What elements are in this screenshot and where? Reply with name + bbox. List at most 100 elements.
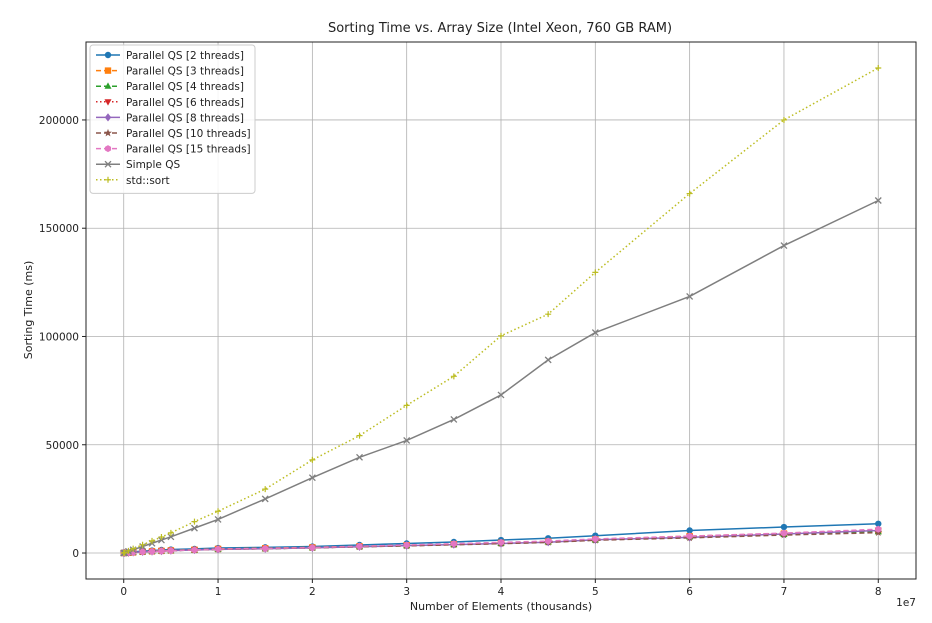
data-point bbox=[215, 508, 222, 515]
data-point bbox=[262, 486, 269, 493]
data-point bbox=[591, 329, 599, 337]
data-point bbox=[356, 453, 363, 461]
chart-title: Sorting Time vs. Array Size (Intel Xeon,… bbox=[328, 21, 672, 36]
data-point bbox=[191, 546, 198, 554]
grid-lines bbox=[86, 42, 916, 579]
data-point bbox=[874, 197, 882, 204]
data-point bbox=[875, 525, 882, 533]
data-point bbox=[191, 524, 198, 532]
data-point bbox=[148, 547, 156, 556]
legend-marker bbox=[104, 67, 112, 74]
y-tick-label: 100000 bbox=[39, 331, 79, 343]
data-point bbox=[686, 292, 694, 300]
data-point bbox=[545, 311, 552, 318]
data-point bbox=[450, 373, 457, 380]
data-point bbox=[780, 523, 788, 531]
legend-label: Parallel QS [3 threads] bbox=[126, 66, 244, 78]
data-point bbox=[167, 529, 174, 536]
legend-marker bbox=[105, 176, 111, 183]
series-lines bbox=[119, 64, 883, 558]
y-axis-label: Sorting Time (ms) bbox=[22, 261, 35, 360]
legend-label: Parallel QS [2 threads] bbox=[126, 50, 244, 62]
data-point bbox=[261, 495, 269, 503]
data-point bbox=[157, 536, 165, 544]
data-point bbox=[403, 541, 410, 549]
data-point bbox=[158, 547, 165, 555]
legend-item: Simple QS bbox=[96, 159, 180, 171]
legend-item: Parallel QS [6 threads] bbox=[96, 97, 244, 109]
x-tick-label: 5 bbox=[592, 586, 599, 598]
data-point bbox=[686, 190, 693, 197]
legend-marker bbox=[104, 128, 112, 137]
legend-marker bbox=[104, 51, 112, 59]
legend-marker bbox=[104, 82, 112, 89]
legend-item: Parallel QS [10 threads] bbox=[96, 128, 251, 140]
y-tick-label: 50000 bbox=[46, 440, 79, 452]
data-point bbox=[403, 436, 411, 444]
x-tick-label: 0 bbox=[120, 586, 127, 598]
legend-label: std::sort bbox=[126, 175, 170, 187]
data-point bbox=[214, 515, 222, 523]
y-tick-label: 200000 bbox=[39, 115, 79, 127]
x-tick-label: 2 bbox=[309, 586, 316, 598]
legend-item: std::sort bbox=[96, 175, 170, 187]
data-point bbox=[875, 520, 882, 527]
data-point bbox=[139, 541, 146, 548]
data-point bbox=[497, 391, 505, 399]
data-point bbox=[309, 544, 316, 552]
legend-label: Parallel QS [15 threads] bbox=[126, 144, 251, 156]
x-tick-label: 1 bbox=[215, 586, 222, 598]
legend-marker bbox=[104, 113, 112, 122]
data-point bbox=[191, 518, 198, 525]
y-axis-ticks: 0 50000 100000 150000 200000 bbox=[39, 115, 86, 560]
series-8 bbox=[120, 64, 882, 557]
data-point bbox=[875, 64, 882, 71]
legend: Parallel QS [2 threads] Parallel QS [3 th… bbox=[89, 44, 256, 194]
data-point bbox=[544, 356, 552, 364]
y-tick-label: 150000 bbox=[39, 223, 79, 235]
data-point bbox=[497, 538, 505, 546]
legend-label: Parallel QS [6 threads] bbox=[126, 97, 244, 109]
x-axis-label: Number of Elements (thousands) bbox=[410, 600, 592, 613]
data-point bbox=[780, 529, 787, 537]
legend-label: Parallel QS [4 threads] bbox=[126, 81, 244, 93]
legend-item: Parallel QS [3 threads] bbox=[96, 66, 244, 78]
data-point bbox=[592, 269, 599, 276]
data-point bbox=[498, 332, 504, 339]
legend-marker bbox=[104, 99, 112, 106]
data-point bbox=[450, 415, 458, 423]
data-point bbox=[356, 432, 363, 439]
data-point bbox=[545, 537, 552, 545]
x-offset-text: 1e7 bbox=[896, 597, 916, 609]
data-point bbox=[158, 533, 165, 540]
y-tick-label: 0 bbox=[72, 548, 79, 560]
data-point bbox=[130, 545, 137, 552]
data-point bbox=[167, 533, 175, 541]
data-point bbox=[125, 547, 132, 554]
x-axis-ticks: 0 1 2 3 4 5 6 7 8 bbox=[120, 579, 882, 598]
data-point bbox=[309, 456, 316, 463]
x-tick-label: 6 bbox=[686, 586, 693, 598]
data-point bbox=[780, 242, 788, 249]
data-point bbox=[121, 549, 128, 556]
data-point bbox=[403, 402, 410, 409]
data-point bbox=[450, 540, 457, 548]
legend-marker bbox=[104, 145, 112, 153]
x-tick-label: 7 bbox=[781, 586, 788, 598]
data-point bbox=[308, 474, 316, 482]
x-tick-label: 3 bbox=[403, 586, 410, 598]
legend-box bbox=[89, 44, 256, 194]
data-point bbox=[215, 545, 222, 553]
data-point bbox=[167, 547, 174, 555]
x-tick-label: 4 bbox=[498, 586, 505, 598]
legend-item: Parallel QS [15 threads] bbox=[96, 144, 251, 156]
data-point bbox=[686, 532, 693, 540]
data-point bbox=[149, 537, 156, 544]
legend-item: Parallel QS [8 threads] bbox=[96, 112, 244, 124]
data-point bbox=[686, 527, 693, 534]
legend-item: Parallel QS [4 threads] bbox=[96, 81, 244, 93]
legend-label: Parallel QS [10 threads] bbox=[126, 128, 251, 140]
x-tick-label: 8 bbox=[875, 586, 882, 598]
data-point bbox=[356, 542, 363, 550]
